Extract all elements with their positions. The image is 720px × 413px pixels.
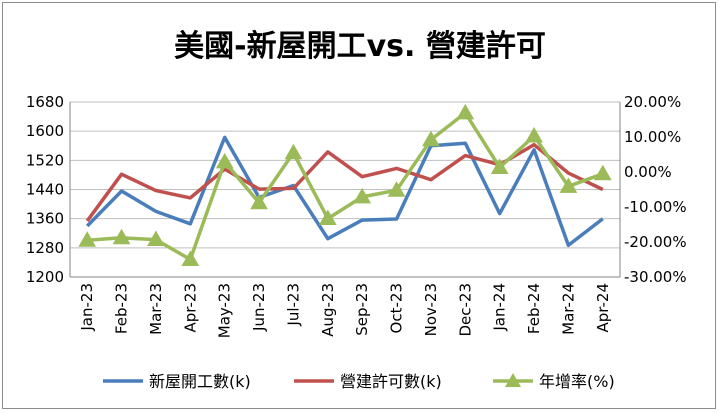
series-marker [215,152,234,169]
series-marker [318,209,337,226]
right-tick-label: -30.00% [624,268,687,286]
left-tick-label: 1200 [26,268,64,286]
x-tick-label: Feb-24 [525,283,543,334]
legend: 新屋開工數(k) 營建許可數(k) 年增率(%) [103,372,615,391]
series-marker [284,143,303,160]
gridlines [70,101,620,249]
x-tick-label: Dec-23 [456,283,474,337]
left-tick-label: 1360 [26,210,64,228]
legend-label: 新屋開工數(k) [149,372,251,391]
left-axis-ticks: 1200 1280 1360 1440 1520 1600 1680 [26,93,64,286]
series-marker [559,177,578,193]
left-tick-label: 1440 [26,181,64,199]
legend-marker [505,373,521,387]
series-marker [422,130,440,147]
left-tick-label: 1280 [26,239,64,257]
x-tick-label: Apr-23 [181,283,199,333]
axes [69,102,621,278]
series-line-2 [87,111,604,262]
chart-frame [2,2,716,409]
series-marker [147,230,165,247]
series-marker [456,103,475,120]
x-tick-label: Jun-23 [250,283,268,332]
right-tick-label: 20.00% [624,93,681,111]
right-axis-ticks: -30.00% -20.00% -10.00% 0.00% 10.00% 20.00% [624,93,687,286]
right-tick-label: -20.00% [624,233,687,251]
series-marker [490,158,509,174]
series-line-1 [85,142,604,222]
x-tick-label: Mar-23 [147,283,165,335]
x-tick-label: Aug-23 [319,283,337,337]
series-line-0 [85,135,604,248]
series-marker [525,126,543,143]
series-marker [353,187,372,204]
right-tick-label: -10.00% [624,198,687,216]
left-tick-label: 1520 [26,151,64,169]
series-marker [181,250,200,266]
series-marker [593,164,612,181]
series-marker [78,231,97,247]
legend-label: 年增率(%) [539,372,615,391]
chart-title: 美國-新屋開工vs. 營建許可 [174,29,546,64]
x-tick-label: Sep-23 [353,283,371,336]
series-layer [78,103,612,266]
x-tick-label: Jan-23 [78,283,96,332]
x-tick-label: Oct-23 [388,283,406,333]
x-tick-label: Mar-24 [559,283,577,335]
right-tick-label: 10.00% [624,128,681,146]
x-tick-label: Jul-23 [284,283,302,327]
x-tick-label: Feb-23 [113,283,131,334]
x-tick-label: Apr-24 [594,283,612,333]
series-marker [112,228,131,245]
left-tick-label: 1600 [26,122,64,140]
right-tick-label: 0.00% [624,163,672,181]
x-tick-label: May-23 [216,283,234,338]
x-tick-label: Jan-24 [491,283,509,332]
series-marker [387,181,406,197]
series-marker [250,193,268,210]
legend-label: 營建許可數(k) [340,372,442,391]
x-axis-ticks: Jan-23 Feb-23 Mar-23 Apr-23 May-23 Jun-23 Jul-… [78,283,612,338]
x-tick-label: Nov-23 [422,283,440,336]
left-tick-label: 1680 [26,93,64,111]
